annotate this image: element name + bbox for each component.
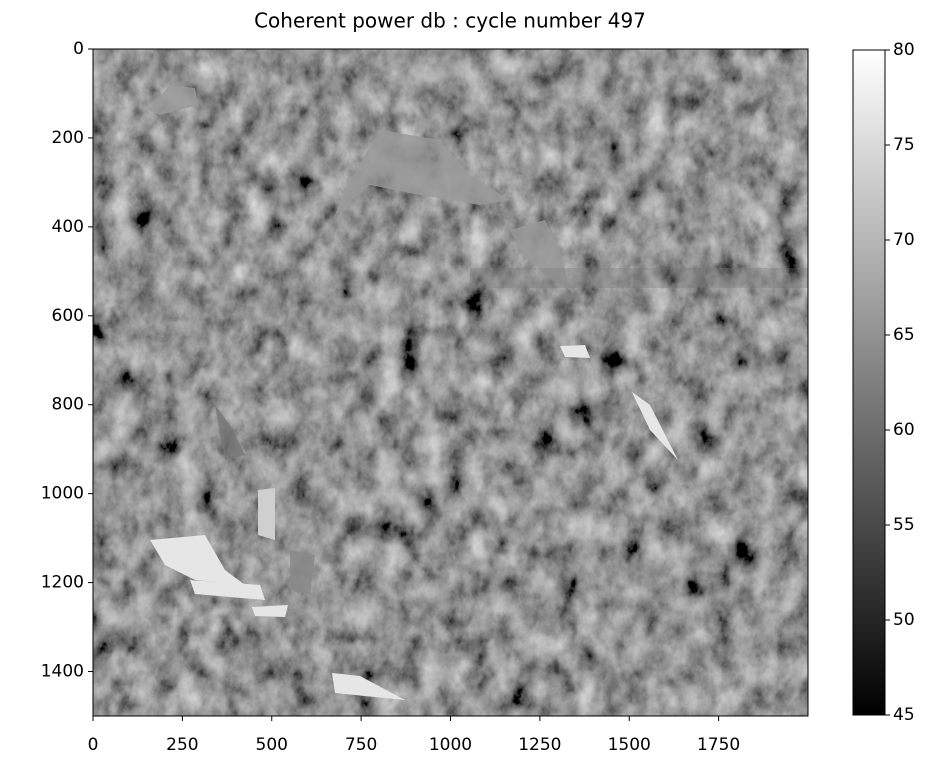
y-tick-label: 800 [52, 395, 84, 415]
colorbar-tick-label: 80 [893, 40, 915, 60]
y-tick-label: 0 [73, 39, 84, 59]
colorbar-tick-label: 55 [893, 515, 915, 535]
x-tick-label: 1500 [608, 735, 651, 755]
colorbar-tick-label: 70 [893, 230, 915, 250]
y-tick-label: 1400 [41, 662, 84, 682]
colorbar-tick-label: 60 [893, 420, 915, 440]
y-tick-label: 600 [52, 306, 84, 326]
x-tick-label: 1250 [518, 735, 561, 755]
x-tick-label: 0 [88, 735, 99, 755]
image [93, 49, 808, 716]
colorbar-tick-label: 75 [893, 135, 915, 155]
x-tick-label: 1750 [697, 735, 740, 755]
x-tick-label: 250 [166, 735, 198, 755]
image-raster [93, 49, 808, 716]
y-tick-label: 1000 [41, 484, 84, 504]
image-stripe [470, 268, 808, 288]
x-tick-label: 500 [256, 735, 288, 755]
colorbar-tick-label: 45 [893, 705, 915, 725]
colorbar [853, 50, 885, 715]
colorbar-tick-label: 50 [893, 610, 915, 630]
y-tick-label: 400 [52, 217, 84, 237]
y-tick-label: 200 [52, 128, 84, 148]
chart: Coherent power db : cycle number 497 0 25… [0, 0, 939, 760]
x-tick-label: 1000 [429, 735, 472, 755]
colorbar-tick-label: 65 [893, 325, 915, 345]
x-tick-label: 750 [345, 735, 377, 755]
chart-title: Coherent power db : cycle number 497 [254, 9, 646, 33]
y-tick-label: 1200 [41, 573, 84, 593]
